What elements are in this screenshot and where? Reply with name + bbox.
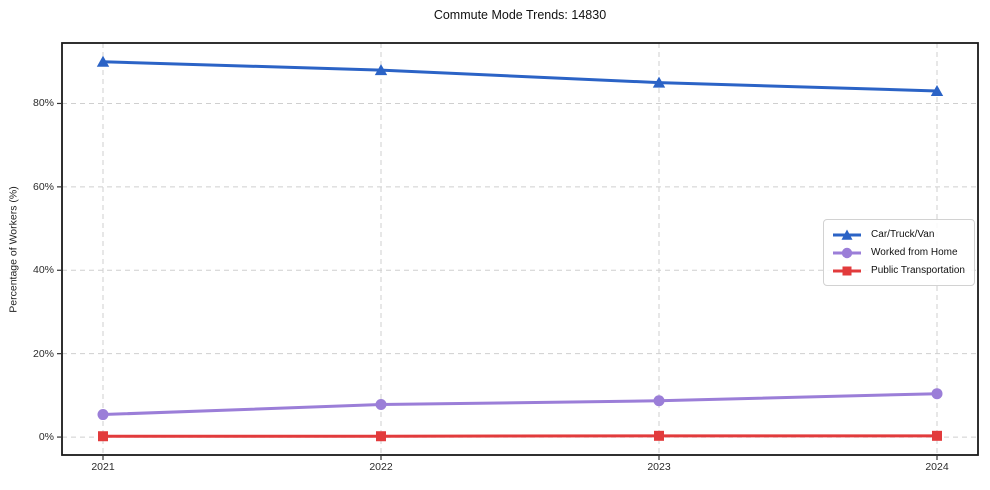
- chart-title: Commute Mode Trends: 14830: [433, 8, 607, 22]
- y-tick-label: 80%: [32, 97, 54, 110]
- legend: Car/Truck/Van Worked from Home Public Tr…: [823, 219, 975, 286]
- y-tick-label: 0%: [38, 431, 54, 444]
- legend-marker-car-icon: [833, 229, 862, 240]
- legend-row: Public Transportation: [831, 263, 965, 278]
- legend-label: Worked from Home: [871, 247, 958, 258]
- x-tick-label: 2021: [91, 461, 115, 473]
- legend-row: Worked from Home: [831, 245, 965, 260]
- legend-label: Public Transportation: [871, 265, 965, 276]
- y-tick-label: 20%: [32, 347, 54, 360]
- y-tick-label: 40%: [32, 264, 54, 277]
- legend-row: Car/Truck/Van: [831, 227, 965, 242]
- x-tick-label: 2024: [925, 461, 949, 473]
- legend-marker-home-icon: [833, 247, 862, 258]
- x-tick-label: 2023: [647, 461, 671, 473]
- x-tick-label: 2022: [369, 461, 393, 473]
- y-tick-label: 60%: [32, 180, 54, 193]
- legend-marker-transit-icon: [833, 266, 862, 275]
- legend-label: Car/Truck/Van: [871, 229, 935, 240]
